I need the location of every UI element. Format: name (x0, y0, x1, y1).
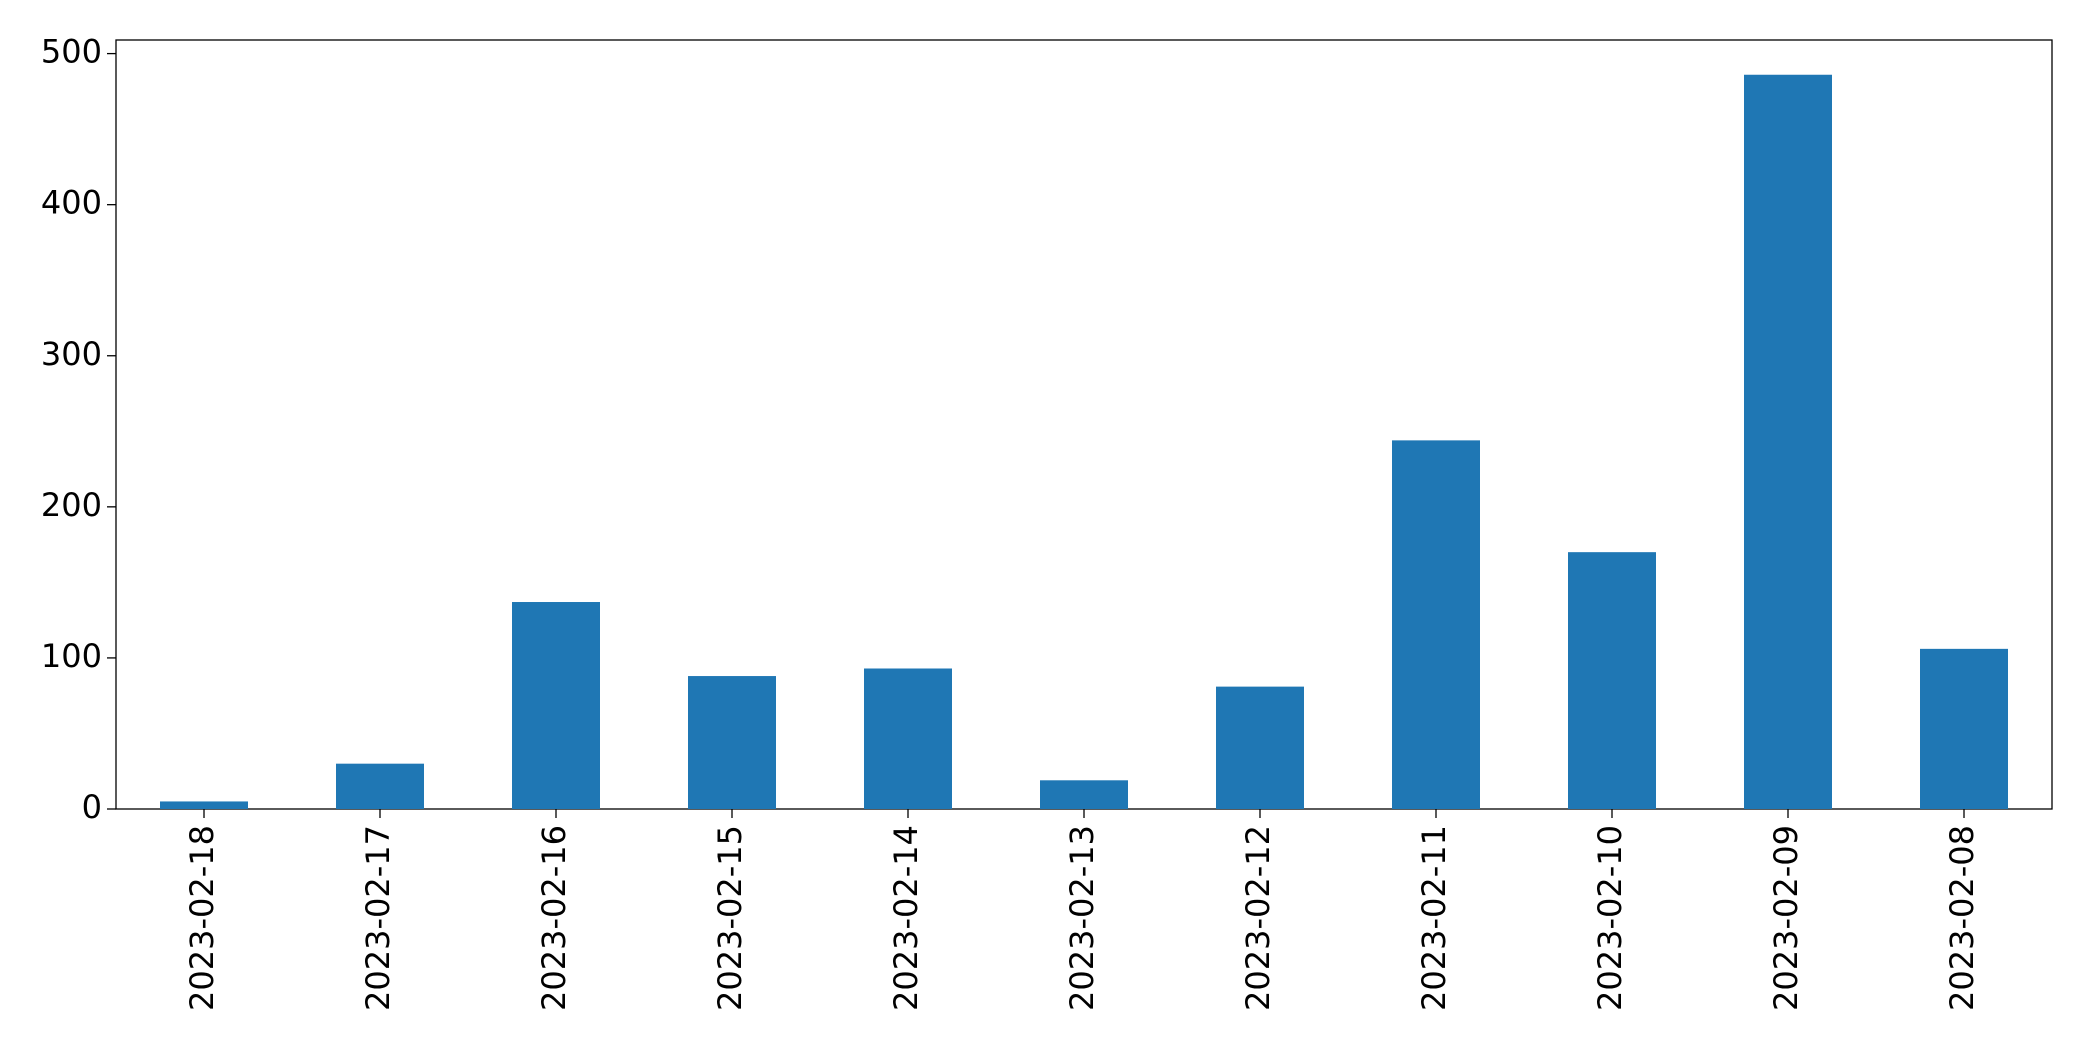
bar (512, 602, 600, 809)
x-tick-label: 2023-02-18 (183, 825, 221, 1011)
x-tick-label: 2023-02-08 (1943, 825, 1981, 1011)
bar (864, 668, 952, 809)
y-tick-label: 300 (41, 335, 102, 373)
bar (336, 763, 424, 809)
y-tick-label: 400 (41, 184, 102, 222)
y-tick-label: 500 (41, 33, 102, 71)
bar (688, 676, 776, 809)
bar (1568, 552, 1656, 809)
y-tick-label: 0 (82, 788, 102, 826)
y-tick-label: 200 (41, 486, 102, 524)
x-tick-label: 2023-02-09 (1767, 825, 1805, 1011)
bar (1920, 648, 2008, 809)
x-tick-label: 2023-02-10 (1591, 825, 1629, 1011)
bar (1216, 686, 1304, 809)
x-tick-label: 2023-02-12 (1239, 825, 1277, 1011)
bar (1744, 74, 1832, 809)
bar (1040, 780, 1128, 809)
y-tick-label: 100 (41, 637, 102, 675)
x-tick-label: 2023-02-17 (359, 825, 397, 1011)
x-tick-label: 2023-02-14 (887, 825, 925, 1011)
x-tick-label: 2023-02-15 (711, 825, 749, 1011)
x-tick-label: 2023-02-16 (535, 825, 573, 1011)
x-tick-label: 2023-02-11 (1415, 825, 1453, 1011)
x-tick-label: 2023-02-13 (1063, 825, 1101, 1011)
bar (1392, 440, 1480, 809)
bar (160, 801, 248, 809)
